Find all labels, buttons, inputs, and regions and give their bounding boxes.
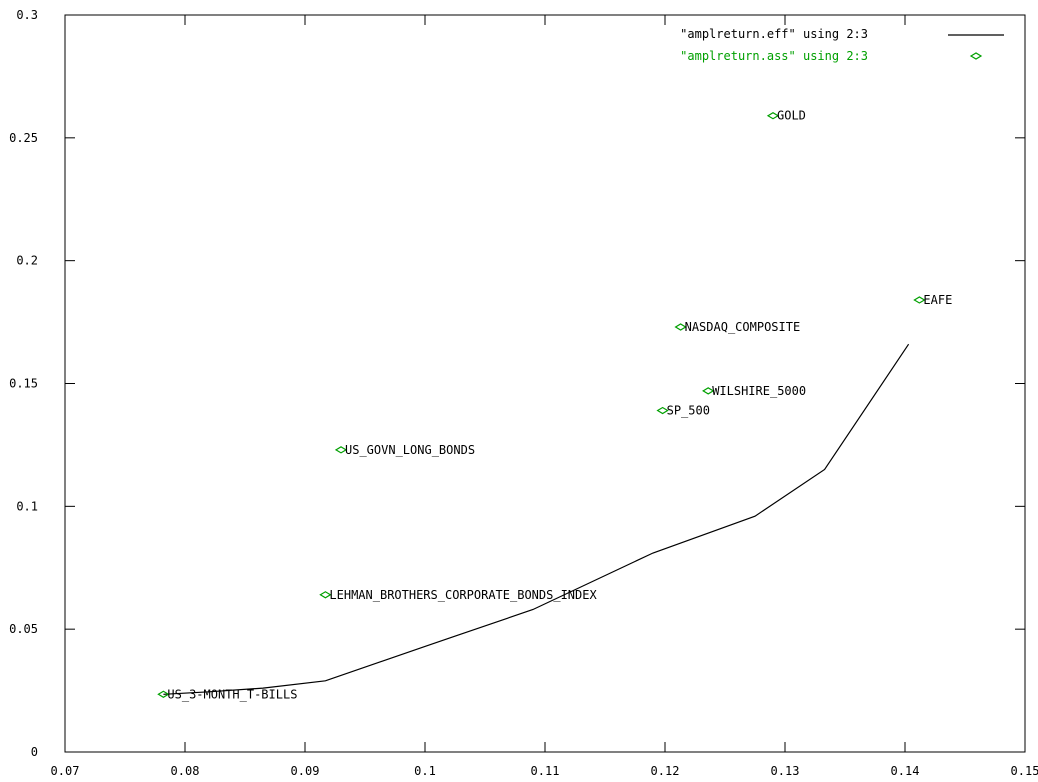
asset-label: WILSHIRE_5000 <box>712 384 806 398</box>
y-tick-label: 0.25 <box>9 131 38 145</box>
legend: "amplreturn.eff" using 2:3 "amplreturn.as… <box>680 27 1004 63</box>
y-tick-label: 0 <box>31 745 38 759</box>
x-tick-label: 0.13 <box>771 764 800 778</box>
asset-marker <box>157 690 170 698</box>
asset-point: WILSHIRE_5000 <box>702 384 806 398</box>
asset-point: GOLD <box>766 109 806 123</box>
asset-label: EAFE <box>923 293 952 307</box>
x-tick-label: 0.1 <box>414 764 436 778</box>
legend-label-frontier: "amplreturn.eff" using 2:3 <box>680 27 868 41</box>
plot-frame <box>64 14 1026 753</box>
asset-point: EAFE <box>913 293 952 307</box>
y-tick-label: 0.15 <box>9 377 38 391</box>
x-tick-label: 0.08 <box>171 764 200 778</box>
x-tick-label: 0.11 <box>531 764 560 778</box>
asset-marker <box>702 387 715 395</box>
asset-point: US_GOVN_LONG_BONDS <box>334 443 475 457</box>
x-tick-label: 0.07 <box>51 764 80 778</box>
asset-marker <box>319 591 332 599</box>
legend-swatch-assets <box>969 52 983 60</box>
asset-marker <box>656 406 669 415</box>
asset-label: US_3-MONTH_T-BILLS <box>167 687 297 701</box>
asset-label: GOLD <box>777 109 806 123</box>
asset-point: US_3-MONTH_T-BILLS <box>157 687 297 701</box>
asset-marker <box>766 112 780 120</box>
series-layer: US_3-MONTH_T-BILLS LEHMAN_BROTHERS_CORPOR… <box>157 109 952 701</box>
asset-label: LEHMAN_BROTHERS_CORPORATE_BONDS_INDEX <box>329 588 597 602</box>
asset-marker <box>334 446 348 454</box>
axis-ticks <box>65 15 1025 752</box>
y-tick-label: 0.05 <box>9 622 38 636</box>
asset-marker <box>913 296 926 304</box>
y-tick-label: 0.1 <box>16 499 38 513</box>
axis-tick-labels: 0.07 0.08 0.09 0.1 0.11 0.12 0.13 0.14 0.15 0 0.05… <box>9 8 1038 778</box>
x-tick-label: 0.14 <box>891 764 920 778</box>
asset-marker <box>674 323 687 331</box>
asset-point: NASDAQ_COMPOSITE <box>674 320 801 334</box>
y-tick-label: 0.2 <box>16 254 38 268</box>
asset-label: US_GOVN_LONG_BONDS <box>345 443 475 457</box>
asset-label: NASDAQ_COMPOSITE <box>685 320 801 334</box>
x-tick-label: 0.12 <box>651 764 680 778</box>
asset-point: LEHMAN_BROTHERS_CORPORATE_BONDS_INDEX <box>319 588 597 602</box>
efficient-frontier-line <box>163 343 910 695</box>
asset-point: SP_500 <box>656 404 710 418</box>
legend-label-assets: "amplreturn.ass" using 2:3 <box>680 49 868 63</box>
x-tick-label: 0.15 <box>1011 764 1038 778</box>
y-tick-label: 0.3 <box>16 8 38 22</box>
x-tick-label: 0.09 <box>291 764 320 778</box>
asset-label: SP_500 <box>667 404 710 418</box>
